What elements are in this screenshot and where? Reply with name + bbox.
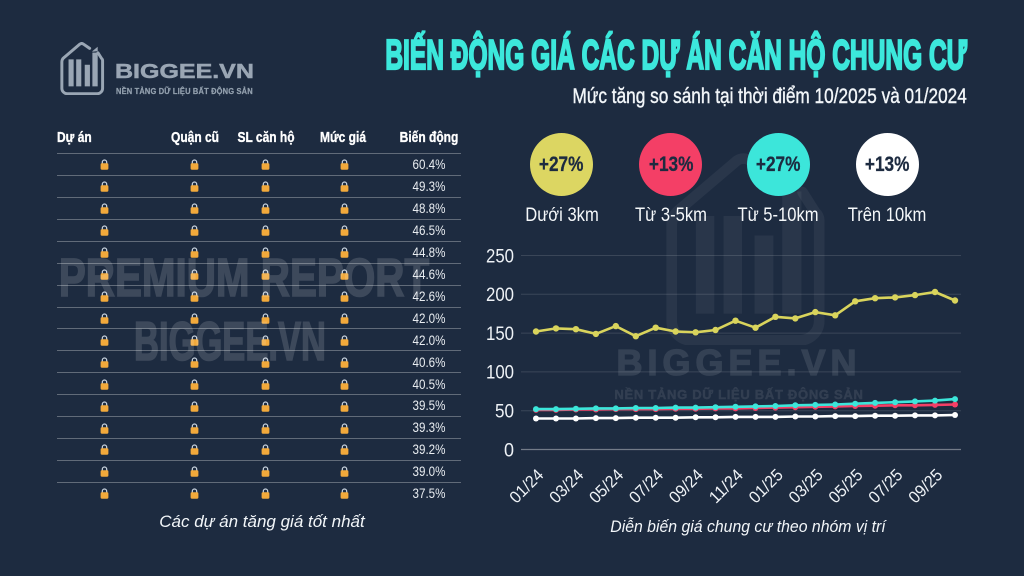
svg-text:50: 50 xyxy=(495,402,514,423)
svg-text:07/24: 07/24 xyxy=(625,465,667,507)
svg-text:01/24: 01/24 xyxy=(506,465,548,507)
svg-text:11/24: 11/24 xyxy=(705,465,747,507)
svg-text:09/25: 09/25 xyxy=(905,465,947,507)
svg-text:03/24: 03/24 xyxy=(546,465,588,507)
svg-text:150: 150 xyxy=(486,324,514,345)
svg-text:09/24: 09/24 xyxy=(665,465,707,507)
svg-text:03/25: 03/25 xyxy=(785,465,827,507)
svg-text:200: 200 xyxy=(486,285,514,306)
svg-text:05/25: 05/25 xyxy=(825,465,867,507)
svg-text:01/25: 01/25 xyxy=(745,465,787,507)
svg-text:07/25: 07/25 xyxy=(865,465,907,507)
svg-text:05/24: 05/24 xyxy=(586,465,628,507)
svg-text:0: 0 xyxy=(504,440,514,461)
svg-text:100: 100 xyxy=(486,363,514,384)
svg-text:250: 250 xyxy=(486,246,514,267)
